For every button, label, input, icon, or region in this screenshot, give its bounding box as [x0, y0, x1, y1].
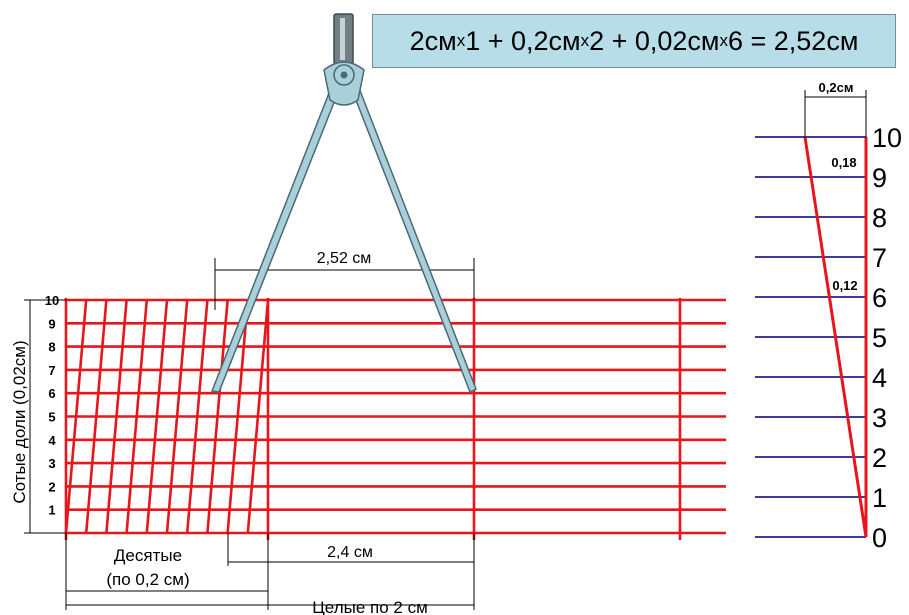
measure-label: 2,52 см	[317, 250, 372, 267]
row-label: 7	[48, 363, 55, 378]
transversal-line	[246, 299, 270, 534]
detail-annotation-018: 0,18	[831, 155, 856, 170]
dim-2-4-label: 2,4 см	[327, 544, 373, 561]
detail-row-label: 2	[872, 443, 887, 473]
detail-width-label: 0,2см	[819, 80, 854, 95]
row-label: 6	[48, 386, 55, 401]
main-scale-dimensions	[24, 258, 475, 610]
formula-box: 2см x 1 + 0,2см x 2 + 0,02см x 6 = 2,52см	[372, 14, 896, 68]
detail-row-label: 4	[872, 363, 887, 393]
transversal-line	[206, 299, 229, 534]
transversal-line	[165, 299, 189, 534]
compass-icon	[210, 13, 477, 394]
tenths-label-line1: Десятые	[114, 546, 182, 565]
transversal-line	[64, 299, 88, 534]
formula-part-3: 2 + 0,02см	[589, 25, 720, 56]
transversal-line	[125, 299, 149, 534]
vertical-axis-label: Сотые доли (0,02см)	[10, 340, 29, 503]
detail-row-label: 1	[872, 483, 887, 513]
row-label: 4	[48, 433, 56, 448]
detail-row-label: 10	[872, 123, 902, 153]
formula-part-4: 6 = 2,52см	[727, 25, 859, 56]
transversal-line	[226, 299, 250, 534]
row-label: 5	[48, 410, 55, 425]
formula-times-2: x	[580, 31, 590, 50]
detail-scale: 0 1 2 3 4 5 6 7 8 9 10	[755, 123, 902, 553]
detail-row-label: 8	[872, 203, 887, 233]
formula-times-3: x	[719, 31, 728, 50]
transversal-line	[145, 299, 169, 534]
transversal-line	[84, 299, 108, 534]
detail-row-label: 6	[872, 283, 887, 313]
detail-row-label: 7	[872, 243, 887, 273]
compass-pivot-pin	[340, 71, 348, 79]
row-label: 9	[48, 316, 55, 331]
row-label: 2	[48, 479, 55, 494]
detail-diagonal-line	[803, 136, 868, 538]
detail-row-label: 3	[872, 403, 887, 433]
detail-row-label: 0	[872, 523, 887, 553]
detail-row-label: 9	[872, 163, 887, 193]
formula-times-1: x	[456, 31, 466, 50]
row-label: 8	[48, 340, 55, 355]
wholes-label: Целые по 2 см	[312, 598, 428, 615]
tenths-label-line2: (по 0,2 см)	[106, 570, 189, 589]
transversal-line	[185, 299, 209, 534]
compass-handle-highlight	[340, 18, 345, 60]
formula-part-1: 2см	[409, 25, 457, 56]
main-scale-labels: 2,52 см 2,4 см Десятые (по 0,2 см) Целые…	[10, 250, 428, 615]
formula-part-2: 1 + 0,2см	[465, 25, 581, 56]
row-label: 1	[48, 503, 55, 518]
transversal-line	[105, 299, 128, 534]
detail-annotation-012: 0,12	[832, 278, 857, 293]
detail-row-label: 5	[872, 323, 887, 353]
detail-scale-dimension	[804, 90, 867, 138]
row-label: 3	[48, 456, 55, 471]
